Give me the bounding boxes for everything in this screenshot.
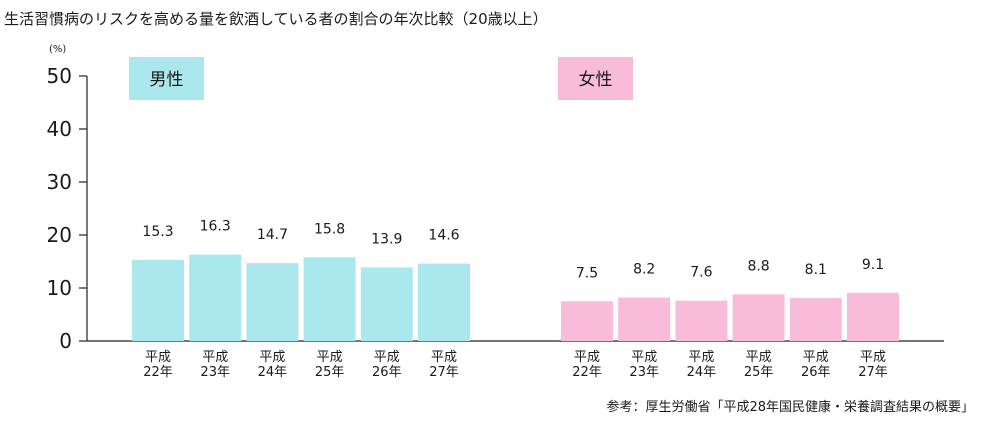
x-tick-label: 平成 — [803, 350, 829, 365]
x-tick-label: 27年 — [858, 365, 888, 380]
data-label: 9.1 — [862, 257, 884, 273]
data-label: 8.1 — [805, 262, 827, 278]
legend-label: 女性 — [579, 70, 613, 90]
series-group: 女性 7.5 8.2 7.6 8.8 8.1 9.1 — [558, 57, 899, 341]
x-axis: 平成22年平成23年平成24年平成25年平成26年平成27年平成22年平成23年… — [87, 340, 944, 380]
data-label: 7.5 — [576, 265, 598, 281]
x-tick-label: 平成 — [431, 350, 457, 365]
x-tick-label: 平成 — [631, 350, 657, 365]
x-tick-label: 26年 — [372, 365, 402, 380]
x-tick-label: 27年 — [429, 365, 459, 380]
bar-groups: 男性 15.3 16.3 14.7 15.8 13.9 14.6 女性 7.5 8.2 7.6 8.8… — [129, 57, 899, 341]
x-tick-label: 23年 — [200, 365, 230, 380]
x-tick-label: 平成 — [259, 350, 285, 365]
bar — [303, 257, 356, 341]
y-axis: 0 10 20 30 40 50 — [47, 64, 88, 353]
data-label: 15.8 — [314, 221, 345, 237]
x-tick-label: 22年 — [572, 365, 602, 380]
x-tick-label: 平成 — [202, 350, 228, 365]
data-label: 7.6 — [690, 265, 712, 281]
x-tick-label: 平成 — [374, 350, 400, 365]
data-label: 15.3 — [142, 224, 173, 240]
bar — [189, 254, 242, 341]
y-tick-label: 0 — [59, 329, 72, 353]
x-tick-label: 24年 — [258, 365, 288, 380]
x-tick-label: 平成 — [317, 350, 343, 365]
bar — [561, 301, 613, 341]
x-tick-label: 平成 — [145, 350, 171, 365]
bar — [675, 300, 728, 341]
x-tick-label: 平成 — [746, 350, 772, 365]
bar — [789, 298, 842, 341]
data-label: 13.9 — [371, 231, 402, 247]
x-tick-label: 23年 — [629, 365, 659, 380]
bar — [732, 294, 785, 341]
legend-label: 男性 — [150, 70, 184, 90]
y-tick-label: 20 — [47, 223, 72, 247]
bar — [618, 297, 671, 341]
bar — [246, 263, 299, 341]
x-tick-label: 26年 — [801, 365, 831, 380]
x-tick-label: 平成 — [688, 350, 714, 365]
bar — [360, 267, 413, 341]
x-tick-label: 22年 — [143, 365, 173, 380]
x-tick-label: 平成 — [860, 350, 886, 365]
y-tick-label: 50 — [47, 64, 72, 88]
x-tick-label: 平成 — [574, 350, 600, 365]
y-axis-unit: (%) — [49, 44, 66, 55]
source-note: 参考：厚生労働省「平成28年国民健康・栄養調査結果の概要」 — [606, 399, 974, 415]
data-label: 16.3 — [200, 219, 231, 235]
bar — [418, 263, 470, 341]
legend-swatch — [129, 57, 204, 100]
bar — [847, 292, 899, 341]
data-label: 14.6 — [428, 228, 459, 244]
x-tick-label: 25年 — [744, 365, 774, 380]
data-label: 8.2 — [633, 262, 655, 278]
data-label: 8.8 — [747, 258, 769, 274]
legend-swatch — [558, 57, 633, 100]
x-tick-label: 25年 — [315, 365, 345, 380]
series-group: 男性 15.3 16.3 14.7 15.8 13.9 14.6 — [129, 57, 470, 341]
y-tick-label: 40 — [47, 117, 72, 141]
x-tick-label: 24年 — [687, 365, 717, 380]
y-tick-label: 30 — [47, 170, 72, 194]
y-tick-label: 10 — [47, 276, 72, 300]
chart-title: 生活習慣病のリスクを高める量を飲酒している者の割合の年次比較（20歳以上） — [4, 10, 548, 28]
bar — [132, 259, 184, 341]
data-label: 14.7 — [257, 227, 288, 243]
